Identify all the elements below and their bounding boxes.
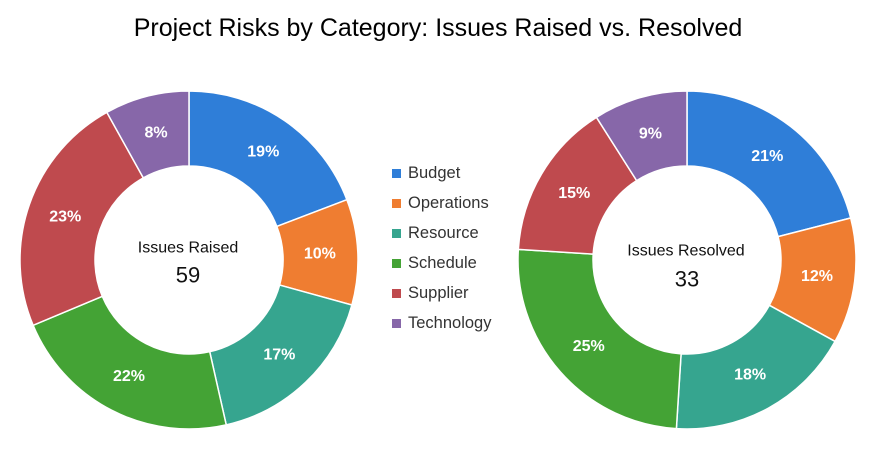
slice-label-resolved-technology: 9% bbox=[639, 126, 662, 143]
legend-item-operations: Operations bbox=[392, 188, 491, 218]
legend-item-supplier: Supplier bbox=[392, 278, 491, 308]
donut-issues-raised: 19% 10% 17% 22% 23% 8% Issues Raised 59 bbox=[19, 90, 359, 430]
chart-title: Project Risks by Category: Issues Raised… bbox=[133, 14, 743, 42]
legend-label-supplier: Supplier bbox=[408, 283, 469, 302]
slice-label-resolved-resource: 18% bbox=[734, 366, 766, 383]
slice-label-resolved-schedule: 25% bbox=[573, 338, 605, 355]
legend-item-budget: Budget bbox=[392, 158, 491, 188]
legend-label-schedule: Schedule bbox=[408, 253, 477, 272]
slice-resolved-budget bbox=[686, 90, 852, 238]
slice-raised-technology bbox=[105, 90, 190, 179]
legend-item-technology: Technology bbox=[392, 308, 491, 338]
slice-label-resolved-supplier: 15% bbox=[558, 185, 590, 202]
slice-raised-supplier bbox=[19, 111, 145, 327]
center-total-resolved: 33 bbox=[675, 267, 699, 292]
slice-resolved-technology bbox=[595, 90, 688, 182]
slice-label-raised-schedule: 22% bbox=[113, 368, 145, 385]
donut-issues-resolved: 21% 12% 18% 25% 15% 9% Issues Resolved 33 bbox=[517, 90, 857, 430]
center-total-raised: 59 bbox=[176, 263, 200, 288]
slice-label-resolved-operations: 12% bbox=[801, 268, 833, 285]
legend: Budget Operations Resource Schedule Supp… bbox=[392, 158, 491, 338]
legend-swatch-technology bbox=[392, 318, 401, 328]
legend-label-budget: Budget bbox=[408, 163, 461, 182]
legend-label-resource: Resource bbox=[408, 223, 479, 242]
slice-label-resolved-budget: 21% bbox=[751, 148, 783, 165]
legend-label-technology: Technology bbox=[408, 313, 492, 332]
slice-label-raised-budget: 19% bbox=[247, 144, 279, 161]
legend-label-operations: Operations bbox=[408, 193, 489, 212]
slice-label-raised-technology: 8% bbox=[145, 125, 168, 142]
center-label-raised: Issues Raised bbox=[138, 240, 239, 257]
slice-raised-schedule bbox=[32, 295, 228, 430]
legend-swatch-budget bbox=[392, 168, 401, 178]
legend-swatch-operations bbox=[392, 198, 401, 208]
slice-label-raised-operations: 10% bbox=[304, 245, 336, 262]
legend-swatch-schedule bbox=[392, 258, 401, 268]
slice-resolved-schedule bbox=[517, 248, 682, 430]
slice-label-raised-resource: 17% bbox=[263, 346, 295, 363]
legend-swatch-resource bbox=[392, 228, 401, 238]
legend-item-schedule: Schedule bbox=[392, 248, 491, 278]
legend-swatch-supplier bbox=[392, 288, 401, 298]
slice-label-raised-supplier: 23% bbox=[49, 209, 81, 226]
legend-item-resource: Resource bbox=[392, 218, 491, 248]
center-label-resolved: Issues Resolved bbox=[627, 243, 744, 260]
